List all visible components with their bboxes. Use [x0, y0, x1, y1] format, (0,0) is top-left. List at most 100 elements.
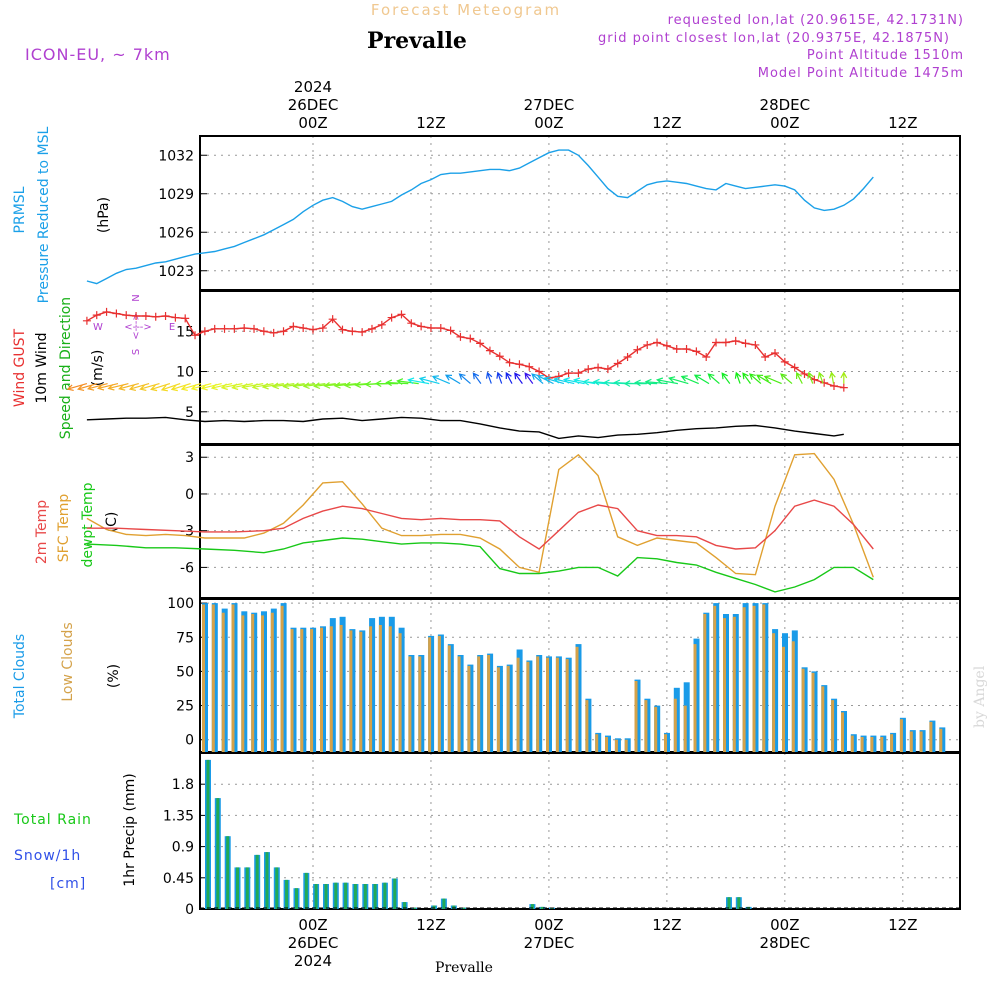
bottom-time-label-0-2: 2024	[294, 952, 332, 970]
top-time-label-4-1: 00Z	[770, 114, 799, 132]
wind-arrow-10	[170, 383, 191, 392]
gust-marker-70	[771, 349, 780, 358]
wind-arrow-1	[76, 383, 98, 391]
gust-marker-0	[82, 316, 91, 325]
gust-marker-40	[476, 339, 485, 348]
top-time-label-2-0: 27DEC	[524, 96, 575, 114]
low-cloud-bar-25	[447, 645, 451, 752]
subtitle: Forecast Meteogram	[371, 1, 561, 19]
rain-bar-12	[324, 884, 328, 909]
bottom-time-label-3-0: 12Z	[652, 916, 681, 934]
low-cloud-bar-17	[369, 626, 373, 752]
rain-bar-19	[393, 878, 397, 909]
compass-n: N	[131, 294, 142, 301]
gust-marker-15	[230, 324, 239, 333]
temp-tick-label-2: 0	[185, 487, 194, 503]
bottom-time-label-4-1: 28DEC	[760, 934, 811, 952]
gust-marker-33	[407, 319, 416, 328]
wind-arrow-39	[485, 371, 493, 384]
wind-arrow-22	[292, 382, 316, 390]
pressure-tick-label-1: 1026	[158, 225, 194, 241]
clouds-tick-label-1: 25	[176, 699, 194, 715]
wind-arrow-73	[840, 371, 848, 384]
temp2m-label: 2m Temp	[34, 500, 50, 564]
low-cloud-bar-71	[899, 719, 903, 752]
rain-bar-4	[245, 867, 249, 909]
wind-arrow-35	[431, 375, 451, 385]
low-cloud-bar-58	[772, 633, 776, 752]
gust-marker-13	[210, 324, 219, 333]
low-cloud-bar-62	[811, 672, 815, 752]
pressure-frame	[199, 135, 961, 291]
rain-bar-8	[285, 879, 289, 909]
wind-tick-label-0: 5	[185, 405, 194, 421]
wind-arrow-43	[524, 372, 534, 384]
gust-marker-7	[151, 312, 160, 321]
gust-marker-37	[446, 326, 455, 335]
rain-bar-26	[462, 907, 466, 909]
bottom-time-label-2-0: 00Z	[534, 916, 563, 934]
gust-marker-51	[584, 365, 593, 374]
rain-bar-7	[275, 867, 279, 909]
watermark: by Angel	[972, 665, 988, 728]
rain-bar-18	[383, 882, 387, 909]
gust-marker-19	[269, 328, 278, 337]
wind-arrow-6	[128, 383, 150, 391]
low-cloud-bar-42	[614, 739, 618, 752]
wind-arrow-2	[86, 383, 108, 391]
low-cloud-bar-60	[791, 641, 795, 752]
wind-tick-label-2: 15	[176, 324, 194, 340]
total-clouds-label: Total Clouds	[12, 634, 28, 719]
low-cloud-bar-72	[909, 731, 913, 752]
low-cloud-bar-22	[418, 656, 422, 752]
footer-location: Prevalle	[435, 960, 493, 976]
wind-arrow-36	[444, 374, 461, 385]
low-cloud-bar-70	[890, 734, 894, 752]
rain-bar-24	[442, 898, 446, 909]
low-cloud-bar-52	[713, 605, 717, 752]
cm-unit-label: [cm]	[50, 876, 86, 892]
gust-marker-45	[525, 362, 534, 371]
compass-ew-arrow: <--->	[124, 322, 152, 333]
low-cloud-bar-5	[251, 614, 255, 752]
wind-arrow-67	[763, 375, 782, 385]
rain-bar-21	[412, 907, 416, 909]
clouds-tick-label-3: 75	[176, 630, 194, 646]
low-cloud-bar-55	[742, 607, 746, 752]
low-cloud-bar-12	[320, 627, 323, 752]
gust-marker-31	[387, 313, 396, 322]
bottom-time-label-5-0: 12Z	[888, 916, 917, 934]
rain-bar-10	[304, 872, 308, 909]
gust-marker-32	[397, 310, 406, 319]
gust-marker-26	[338, 325, 347, 334]
wind-arrow-3	[96, 383, 119, 391]
low-cloud-bar-1	[211, 604, 215, 752]
low-cloud-bar-2	[221, 612, 225, 752]
low-cloud-bar-53	[723, 618, 726, 752]
rain-bar-17	[373, 884, 377, 909]
low-cloud-bar-59	[782, 646, 785, 752]
wind-arrow-63	[734, 371, 742, 384]
low-cloud-bar-19	[388, 626, 392, 752]
low-cloud-bar-73	[919, 731, 923, 752]
wind-arrow-32	[396, 378, 419, 385]
rain-bar-5	[255, 854, 259, 909]
total-rain-label: Total Rain	[13, 812, 92, 828]
gust-marker-4	[122, 311, 131, 320]
pressure-tick-label-2: 1029	[158, 187, 194, 203]
wind-arrow-5	[118, 383, 139, 391]
precip-tick-label-4: 1.8	[172, 777, 194, 793]
compass-e: E	[169, 322, 175, 333]
low-cloud-bar-63	[821, 686, 825, 752]
bottom-time-label-0-0: 00Z	[298, 916, 327, 934]
wind-arrow-13	[200, 383, 222, 391]
gust-marker-41	[485, 346, 494, 355]
low-cloud-bar-33	[526, 661, 530, 752]
wind-arrow-65	[748, 373, 762, 385]
low-cloud-bar-47	[664, 734, 667, 752]
ms-unit-label: (m/s)	[90, 350, 106, 387]
wind-arrow-66	[756, 374, 772, 385]
low-cloud-bar-36	[555, 657, 559, 752]
low-cloud-bar-75	[939, 728, 943, 752]
rain-bar-0	[206, 759, 210, 909]
